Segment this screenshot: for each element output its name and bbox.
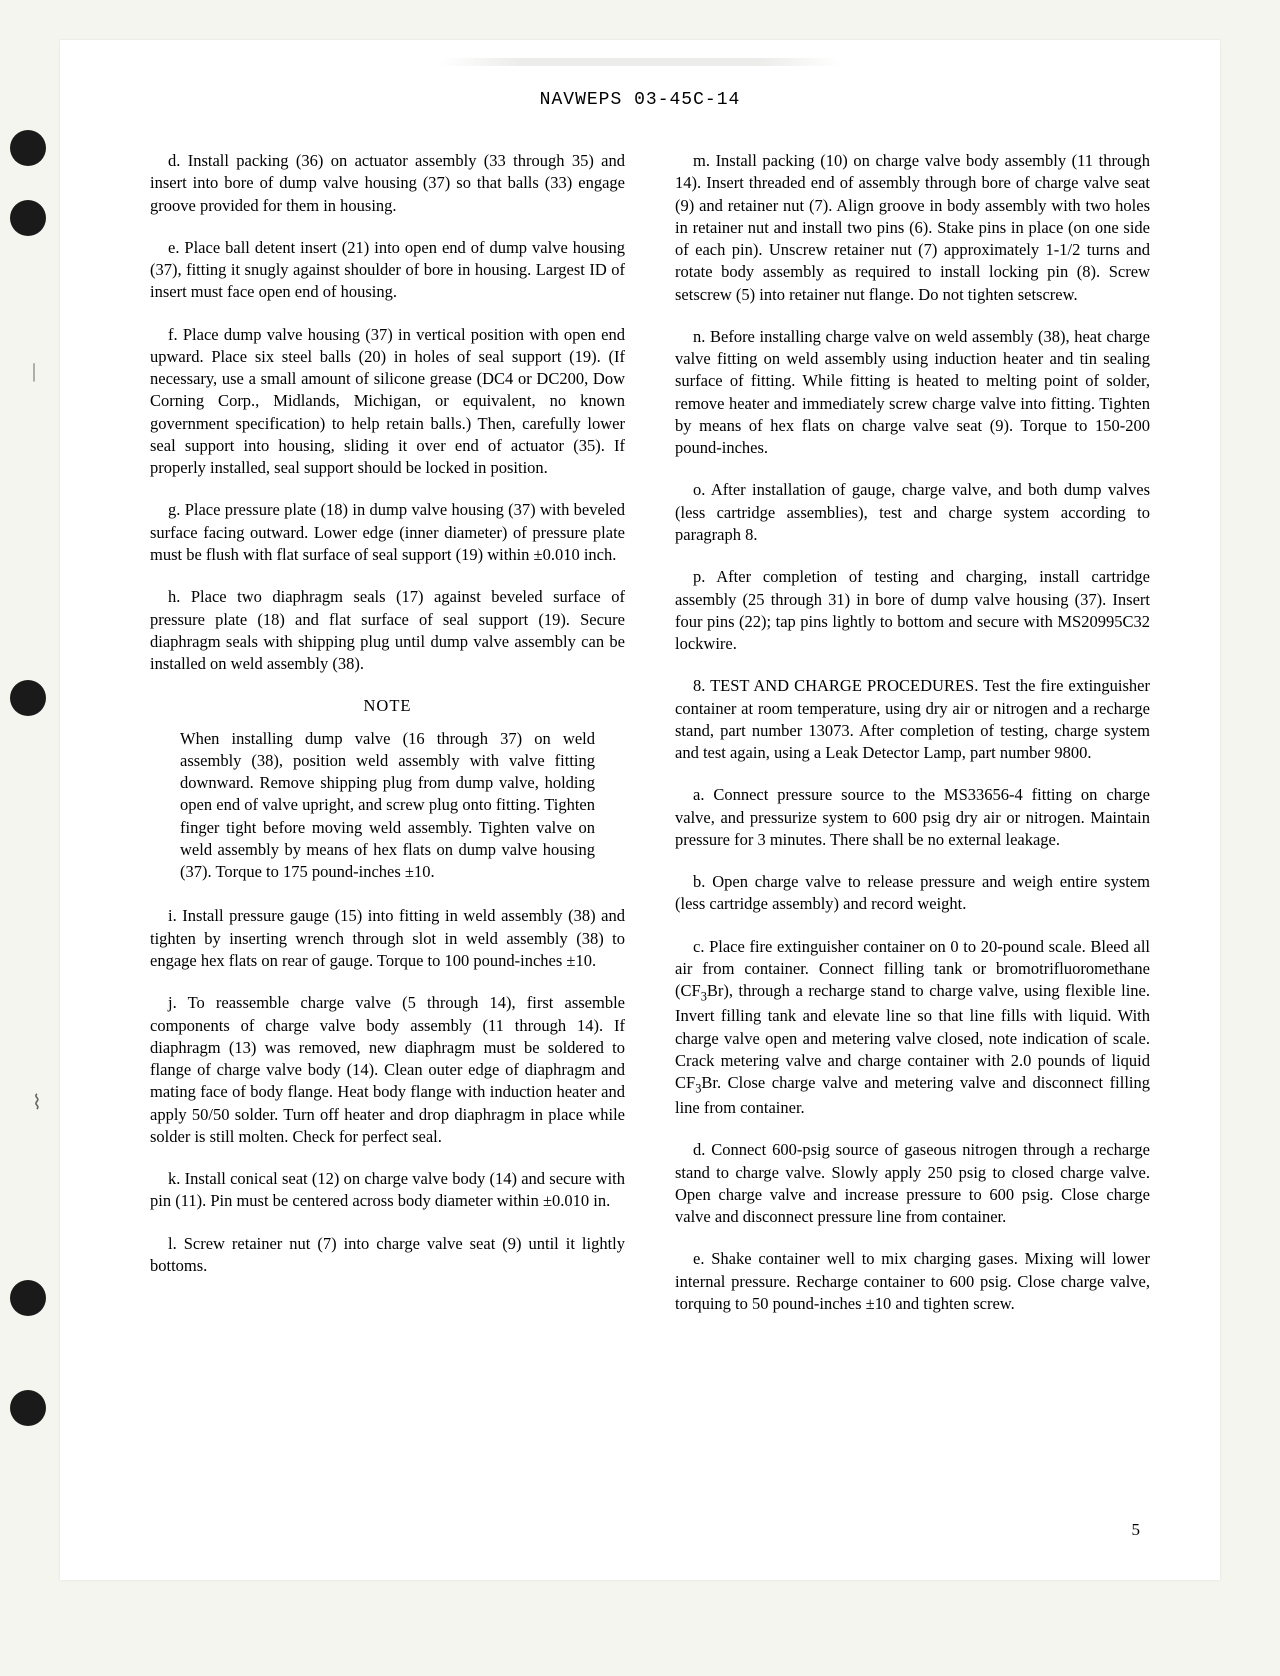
binder-hole — [10, 200, 46, 236]
paragraph-8e: e. Shake container well to mix charging … — [675, 1248, 1150, 1315]
note-body: When installing dump valve (16 through 3… — [180, 728, 595, 884]
binder-hole — [10, 680, 46, 716]
scan-mark: | — [32, 360, 36, 383]
paragraph-i: i. Install pressure gauge (15) into fitt… — [150, 905, 625, 972]
binder-hole — [10, 1280, 46, 1316]
paragraph-g: g. Place pressure plate (18) in dump val… — [150, 499, 625, 566]
paragraph-e: e. Place ball detent insert (21) into op… — [150, 237, 625, 304]
paragraph-n: n. Before installing charge valve on wel… — [675, 326, 1150, 460]
paragraph-k: k. Install conical seat (12) on charge v… — [150, 1168, 625, 1213]
scan-mark: ⌇ — [32, 1090, 42, 1115]
text-fragment: Br. Close charge valve and metering valv… — [675, 1073, 1150, 1117]
left-column: d. Install packing (36) on actuator asse… — [150, 150, 625, 1335]
scan-artifact — [440, 58, 840, 66]
binder-hole — [10, 130, 46, 166]
paragraph-j: j. To reassemble charge valve (5 through… — [150, 992, 625, 1148]
page-number: 5 — [1132, 1520, 1141, 1540]
binder-hole — [10, 1390, 46, 1426]
paragraph-d: d. Install packing (36) on actuator asse… — [150, 150, 625, 217]
document-page: | ⌇ NAVWEPS 03-45C-14 d. Install packing… — [60, 40, 1220, 1580]
paragraph-p: p. After completion of testing and charg… — [675, 566, 1150, 655]
paragraph-8b: b. Open charge valve to release pressure… — [675, 871, 1150, 916]
paragraph-8d: d. Connect 600-psig source of gaseous ni… — [675, 1139, 1150, 1228]
document-header: NAVWEPS 03-45C-14 — [60, 40, 1220, 110]
paragraph-f: f. Place dump valve housing (37) in vert… — [150, 324, 625, 480]
paragraph-8c: c. Place fire extinguisher container on … — [675, 936, 1150, 1120]
document-body: d. Install packing (36) on actuator asse… — [60, 110, 1220, 1335]
paragraph-h: h. Place two diaphragm seals (17) agains… — [150, 586, 625, 675]
paragraph-8a: a. Connect pressure source to the MS3365… — [675, 784, 1150, 851]
paragraph-8: 8. TEST AND CHARGE PROCEDURES. Test the … — [675, 675, 1150, 764]
paragraph-m: m. Install packing (10) on charge valve … — [675, 150, 1150, 306]
right-column: m. Install packing (10) on charge valve … — [675, 150, 1150, 1335]
paragraph-l: l. Screw retainer nut (7) into charge va… — [150, 1233, 625, 1278]
note-label: NOTE — [150, 695, 625, 717]
paragraph-o: o. After installation of gauge, charge v… — [675, 479, 1150, 546]
